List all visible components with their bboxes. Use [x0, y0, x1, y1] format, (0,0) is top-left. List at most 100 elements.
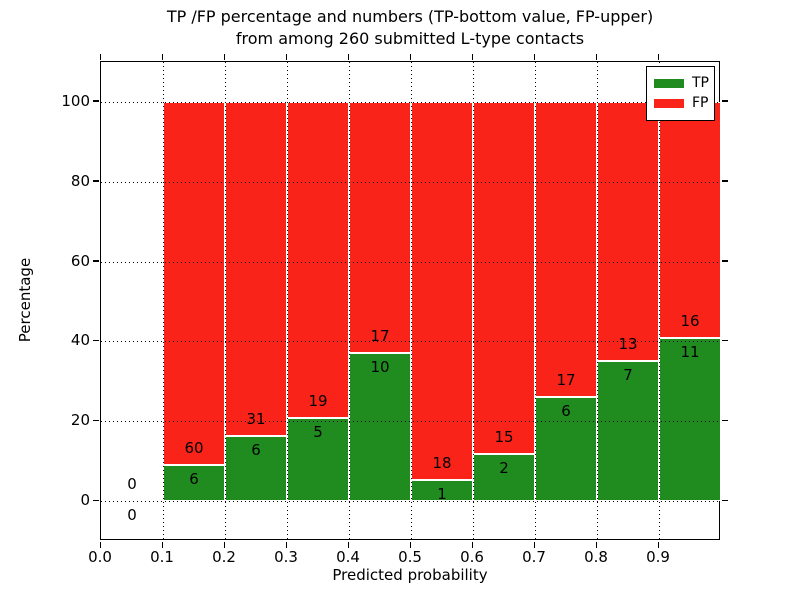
- x-tick-mark-top: [161, 54, 163, 60]
- x-tick-mark-bottom: [161, 541, 163, 548]
- tp-bar-segment: [659, 338, 721, 502]
- x-tick-mark-top: [223, 54, 225, 60]
- v-gridline: [659, 62, 660, 539]
- x-tick-label: 0.3: [274, 548, 298, 566]
- fp-bar-segment: [349, 101, 411, 354]
- tp-count-label: 6: [561, 401, 571, 420]
- x-tick-mark-top: [347, 54, 349, 60]
- x-tick-label: 0.1: [150, 548, 174, 566]
- h-gridline: [101, 261, 719, 263]
- x-tick-mark-bottom: [223, 541, 225, 548]
- legend-label-fp: FP: [692, 95, 709, 111]
- fp-bar-segment: [597, 101, 659, 362]
- v-gridline: [411, 62, 412, 539]
- y-tick-mark-left: [93, 339, 99, 342]
- x-tick-label: 0.6: [460, 548, 484, 566]
- y-tick-mark-left: [93, 180, 99, 182]
- v-gridline: [473, 62, 474, 539]
- tp-count-label: 5: [313, 422, 323, 441]
- x-axis-label: Predicted probability: [332, 566, 488, 584]
- x-tick-mark-bottom: [471, 541, 473, 548]
- y-tick-label: 80: [70, 171, 90, 190]
- tp-bar-segment: [225, 436, 287, 502]
- y-tick-label: 60: [70, 251, 90, 270]
- fp-bar-segment: [287, 101, 349, 418]
- tp-bar-segment: [349, 353, 411, 502]
- legend-swatch-tp-icon: [654, 78, 684, 88]
- tp-count-label: 7: [623, 366, 633, 385]
- y-tick-mark-left: [93, 499, 99, 502]
- legend-label-tp: TP: [692, 75, 709, 91]
- x-tick-mark-bottom: [285, 541, 287, 548]
- tp-count-label: 1: [437, 485, 447, 504]
- x-tick-label: 0.8: [584, 548, 608, 566]
- tp-count-label: 6: [189, 469, 199, 488]
- tp-bar-segment: [287, 417, 349, 502]
- fp-count-label: 17: [370, 327, 390, 346]
- tp-bar-segment: [163, 464, 225, 502]
- fp-count-label: 15: [494, 428, 514, 447]
- y-tick-mark-left: [93, 260, 99, 262]
- plot-area: 0 0 60 6 31 6 19 5 17 10 18 1 15 2 17 6 13 7 16 11 TP FP: [100, 61, 721, 540]
- x-tick-mark-top: [471, 54, 473, 60]
- x-tick-label: 0.5: [398, 548, 422, 566]
- x-tick-mark-top: [409, 54, 411, 60]
- v-gridline: [597, 62, 598, 539]
- chart-title-line1: TP /FP percentage and numbers (TP-bottom…: [166, 7, 654, 26]
- x-tick-label: 0.7: [522, 548, 546, 566]
- y-tick-label: 100: [61, 91, 90, 110]
- fp-bar-segment: [225, 101, 287, 437]
- y-tick-label: 40: [70, 331, 90, 350]
- v-gridline: [349, 62, 350, 539]
- y-tick-label: 20: [70, 411, 90, 430]
- x-tick-mark-top: [99, 54, 101, 60]
- y-tick-mark-right: [721, 260, 728, 262]
- fp-count-label: 0: [127, 475, 137, 494]
- x-tick-label: 0.2: [212, 548, 236, 566]
- x-tick-mark-bottom: [409, 541, 411, 548]
- tp-bar-segment: [597, 361, 659, 502]
- fp-bar-segment: [535, 101, 597, 397]
- fp-bar-segment: [163, 101, 225, 465]
- x-tick-mark-top: [285, 54, 287, 60]
- h-gridline: [101, 181, 719, 183]
- fp-count-label: 19: [308, 391, 328, 410]
- tp-count-label: 11: [680, 343, 700, 362]
- y-axis-label: Percentage: [16, 257, 34, 343]
- v-gridline: [287, 62, 288, 539]
- chart-title-line2: from among 260 submitted L-type contacts: [235, 29, 585, 48]
- x-tick-mark-bottom: [595, 541, 597, 548]
- fp-count-label: 17: [556, 370, 576, 389]
- x-tick-mark-bottom: [99, 541, 101, 548]
- v-gridline: [535, 62, 536, 539]
- fp-count-label: 60: [184, 438, 204, 457]
- x-tick-mark-bottom: [347, 541, 349, 548]
- x-tick-mark-top: [533, 54, 535, 60]
- chart-title: TP /FP percentage and numbers (TP-bottom…: [100, 6, 720, 50]
- x-tick-label: 0.0: [88, 548, 112, 566]
- tp-count-label: 0: [127, 506, 137, 525]
- x-tick-mark-bottom: [533, 541, 535, 548]
- y-tick-label: 0: [80, 491, 90, 510]
- fp-count-label: 13: [618, 335, 638, 354]
- legend-swatch-fp-icon: [654, 98, 684, 108]
- x-tick-mark-top: [657, 54, 659, 60]
- v-gridline: [163, 62, 164, 539]
- y-tick-mark-left: [93, 100, 99, 102]
- h-gridline: [101, 341, 719, 343]
- y-tick-mark-right: [721, 100, 728, 102]
- x-tick-label: 0.4: [336, 548, 360, 566]
- fp-bar-segment: [411, 101, 473, 481]
- fp-count-label: 31: [246, 410, 266, 429]
- v-gridline: [225, 62, 226, 539]
- tp-count-label: 2: [499, 459, 509, 478]
- y-tick-mark-right: [721, 499, 728, 502]
- h-gridline: [101, 101, 719, 103]
- fp-count-label: 18: [432, 454, 452, 473]
- legend: TP FP: [646, 66, 715, 121]
- x-tick-mark-top: [595, 54, 597, 60]
- legend-entry-tp: TP: [654, 75, 709, 91]
- tp-count-label: 10: [370, 358, 390, 377]
- h-gridline: [101, 421, 719, 423]
